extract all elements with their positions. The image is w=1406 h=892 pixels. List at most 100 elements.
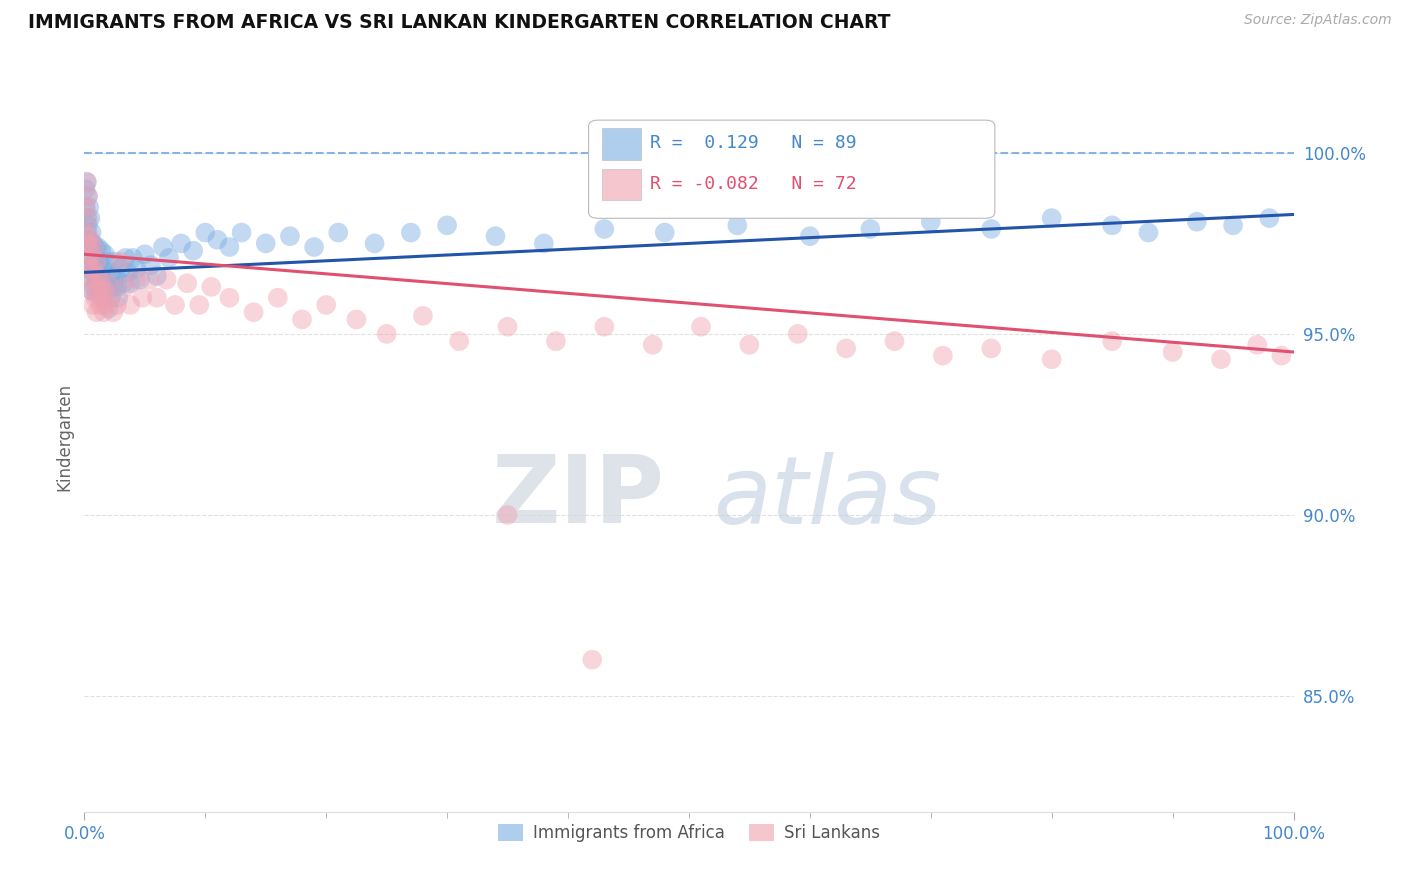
Point: [176, 277, 198, 291]
Point: [120, 277, 142, 291]
Point: [690, 319, 713, 334]
Point: [278, 229, 301, 244]
Text: Source: ZipAtlas.com: Source: ZipAtlas.com: [1244, 13, 1392, 28]
Point: [87, 284, 110, 298]
Point: [79, 268, 101, 283]
Point: [1161, 345, 1184, 359]
Point: [77, 211, 100, 225]
Point: [82, 298, 104, 312]
Point: [146, 291, 169, 305]
Point: [114, 280, 136, 294]
Point: [835, 342, 858, 356]
Point: [1246, 338, 1268, 352]
Legend: Immigrants from Africa, Sri Lankans: Immigrants from Africa, Sri Lankans: [491, 817, 887, 848]
Point: [412, 309, 434, 323]
Point: [105, 280, 128, 294]
Point: [76, 211, 98, 225]
Point: [1222, 219, 1244, 233]
Point: [77, 247, 100, 261]
Point: [100, 291, 122, 305]
Point: [188, 298, 211, 312]
Point: [94, 247, 117, 261]
Point: [75, 200, 97, 214]
Point: [883, 334, 905, 348]
Point: [1137, 226, 1160, 240]
Point: [363, 236, 385, 251]
Point: [786, 326, 808, 341]
Point: [533, 236, 555, 251]
Point: [90, 244, 112, 258]
Point: [107, 291, 129, 305]
Point: [103, 280, 125, 294]
Point: [157, 251, 180, 265]
Point: [87, 254, 110, 268]
Point: [100, 291, 122, 305]
Point: [82, 240, 104, 254]
Point: [207, 233, 229, 247]
Point: [91, 291, 114, 305]
Point: [170, 236, 193, 251]
Point: [125, 272, 148, 286]
Point: [120, 298, 142, 312]
Point: [76, 175, 98, 189]
Point: [1209, 352, 1232, 367]
Point: [155, 272, 177, 286]
Point: [87, 284, 110, 298]
Point: [84, 240, 107, 254]
Point: [346, 312, 368, 326]
Point: [496, 319, 519, 334]
Point: [80, 284, 103, 298]
Point: [82, 265, 104, 279]
Point: [449, 334, 471, 348]
Point: [134, 247, 156, 261]
Text: IMMIGRANTS FROM AFRICA VS SRI LANKAN KINDERGARTEN CORRELATION CHART: IMMIGRANTS FROM AFRICA VS SRI LANKAN KIN…: [28, 13, 890, 32]
Point: [1101, 219, 1123, 233]
Point: [80, 284, 103, 298]
Point: [77, 236, 100, 251]
Point: [267, 291, 290, 305]
Point: [399, 226, 422, 240]
Point: [94, 280, 117, 294]
Text: R = -0.082   N = 72: R = -0.082 N = 72: [650, 175, 856, 193]
Point: [103, 305, 125, 319]
Point: [593, 319, 616, 334]
Point: [77, 189, 100, 203]
Point: [131, 291, 153, 305]
Point: [125, 261, 148, 276]
Point: [146, 268, 169, 283]
Point: [496, 508, 519, 522]
Point: [77, 219, 100, 233]
Point: [138, 272, 160, 286]
Text: ZIP: ZIP: [492, 451, 665, 543]
Point: [129, 272, 152, 286]
Point: [315, 298, 337, 312]
Point: [101, 265, 124, 279]
Point: [1040, 211, 1063, 225]
Point: [112, 277, 135, 291]
Point: [302, 240, 325, 254]
Point: [932, 349, 955, 363]
Point: [76, 175, 98, 189]
Point: [76, 226, 98, 240]
Point: [83, 240, 105, 254]
Point: [105, 298, 128, 312]
Point: [1040, 352, 1063, 367]
Point: [96, 254, 118, 268]
Point: [90, 277, 112, 291]
Point: [91, 261, 114, 276]
Point: [484, 229, 506, 244]
Point: [77, 233, 100, 247]
Point: [97, 301, 120, 316]
Point: [86, 261, 108, 276]
Point: [89, 298, 111, 312]
Point: [1270, 349, 1292, 363]
Point: [83, 277, 105, 291]
Point: [1258, 211, 1281, 225]
Point: [980, 342, 1002, 356]
Point: [77, 229, 100, 244]
Text: R =  0.129   N = 89: R = 0.129 N = 89: [650, 135, 856, 153]
Point: [121, 251, 143, 265]
Point: [79, 240, 101, 254]
Point: [104, 268, 127, 283]
FancyBboxPatch shape: [602, 169, 641, 201]
